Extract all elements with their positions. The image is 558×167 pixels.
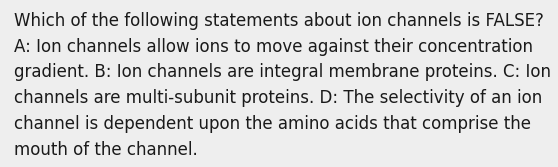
Text: Which of the following statements about ion channels is FALSE?: Which of the following statements about … (14, 12, 544, 30)
Text: A: Ion channels allow ions to move against their concentration: A: Ion channels allow ions to move again… (14, 38, 533, 56)
Text: mouth of the channel.: mouth of the channel. (14, 141, 198, 159)
Text: channels are multi-subunit proteins. D: The selectivity of an ion: channels are multi-subunit proteins. D: … (14, 89, 542, 107)
Text: channel is dependent upon the amino acids that comprise the: channel is dependent upon the amino acid… (14, 115, 531, 133)
Text: gradient. B: Ion channels are integral membrane proteins. C: Ion: gradient. B: Ion channels are integral m… (14, 63, 551, 81)
